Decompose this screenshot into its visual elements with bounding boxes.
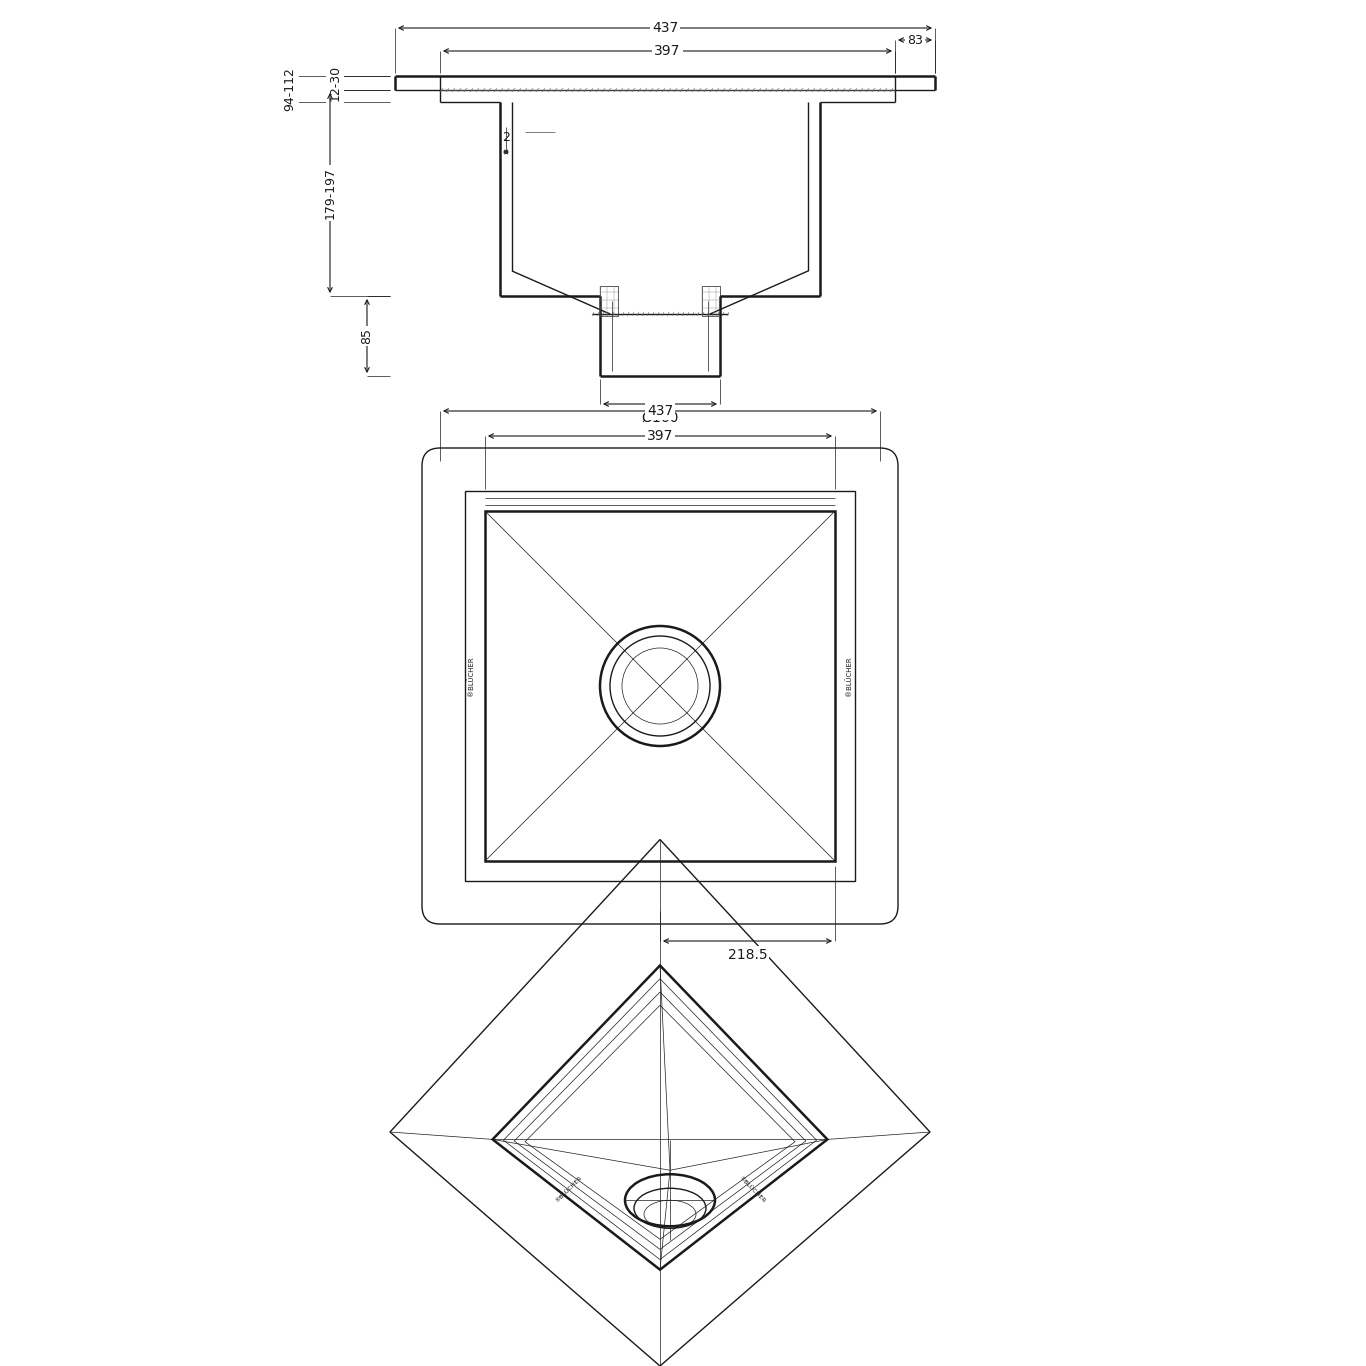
- Text: 437: 437: [647, 404, 673, 418]
- Text: 179-197: 179-197: [324, 167, 336, 219]
- Text: ®BLÜCHER: ®BLÜCHER: [555, 1175, 583, 1203]
- Text: Ø160: Ø160: [641, 411, 679, 425]
- Text: 83: 83: [907, 34, 923, 46]
- Text: 218.5: 218.5: [728, 948, 768, 962]
- Text: 2: 2: [503, 131, 510, 143]
- Text: ®BLÜCHER: ®BLÜCHER: [467, 656, 474, 695]
- Text: 397: 397: [654, 44, 680, 57]
- Text: 437: 437: [652, 20, 678, 36]
- Bar: [702, 285, 720, 316]
- Bar: [600, 285, 617, 316]
- Text: ®BLÜCHER: ®BLÜCHER: [738, 1175, 766, 1203]
- Text: 94-112: 94-112: [284, 67, 296, 111]
- Bar: [485, 511, 835, 861]
- Text: 397: 397: [647, 429, 673, 443]
- Text: ®BLÜCHER: ®BLÜCHER: [846, 656, 852, 695]
- Text: 85: 85: [361, 328, 373, 344]
- Bar: [464, 490, 855, 881]
- Text: 12-30: 12-30: [328, 66, 342, 101]
